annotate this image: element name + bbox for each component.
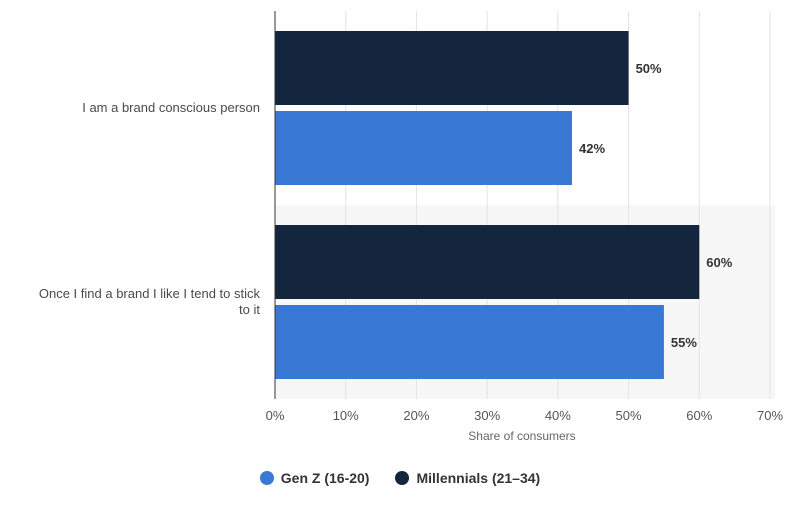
category-label: Once I find a brand I like I tend to sti… <box>39 286 261 301</box>
x-tick-label: 70% <box>757 408 783 423</box>
x-tick-label: 50% <box>616 408 642 423</box>
x-tick-label: 0% <box>266 408 285 423</box>
x-tick-label: 30% <box>474 408 500 423</box>
x-tick-label: 40% <box>545 408 571 423</box>
value-labels: 50% 42% 60% 55% <box>579 61 733 350</box>
category-label: I am a brand conscious person <box>82 100 260 115</box>
bar-millennials <box>275 225 700 299</box>
category-labels: I am a brand conscious person Once I find… <box>39 100 261 317</box>
legend-item-millennials[interactable]: Millennials (21–34) <box>395 470 540 486</box>
legend-label: Millennials (21–34) <box>416 470 541 486</box>
x-tick-label: 10% <box>333 408 359 423</box>
value-label: 42% <box>579 141 605 156</box>
x-tick-label: 60% <box>686 408 712 423</box>
bars <box>275 31 700 379</box>
legend-swatch <box>395 471 410 485</box>
bar-millennials <box>275 31 629 105</box>
legend-swatch <box>259 471 274 485</box>
value-label: 60% <box>706 255 732 270</box>
x-tick-labels: 0% 10% 20% 30% 40% 50% 60% 70% <box>266 408 784 423</box>
x-axis-label: Share of consumers <box>468 429 575 443</box>
legend-item-gen-z[interactable]: Gen Z (16-20) <box>259 470 370 486</box>
legend-label: Gen Z (16-20) <box>280 470 370 486</box>
value-label: 50% <box>636 61 662 76</box>
legend: Gen Z (16-20) Millennials (21–34) <box>0 470 800 486</box>
value-label: 55% <box>671 335 697 350</box>
bar-gen-z <box>275 305 664 379</box>
bar-gen-z <box>275 111 572 185</box>
category-label: to it <box>239 302 260 317</box>
x-tick-label: 20% <box>403 408 429 423</box>
